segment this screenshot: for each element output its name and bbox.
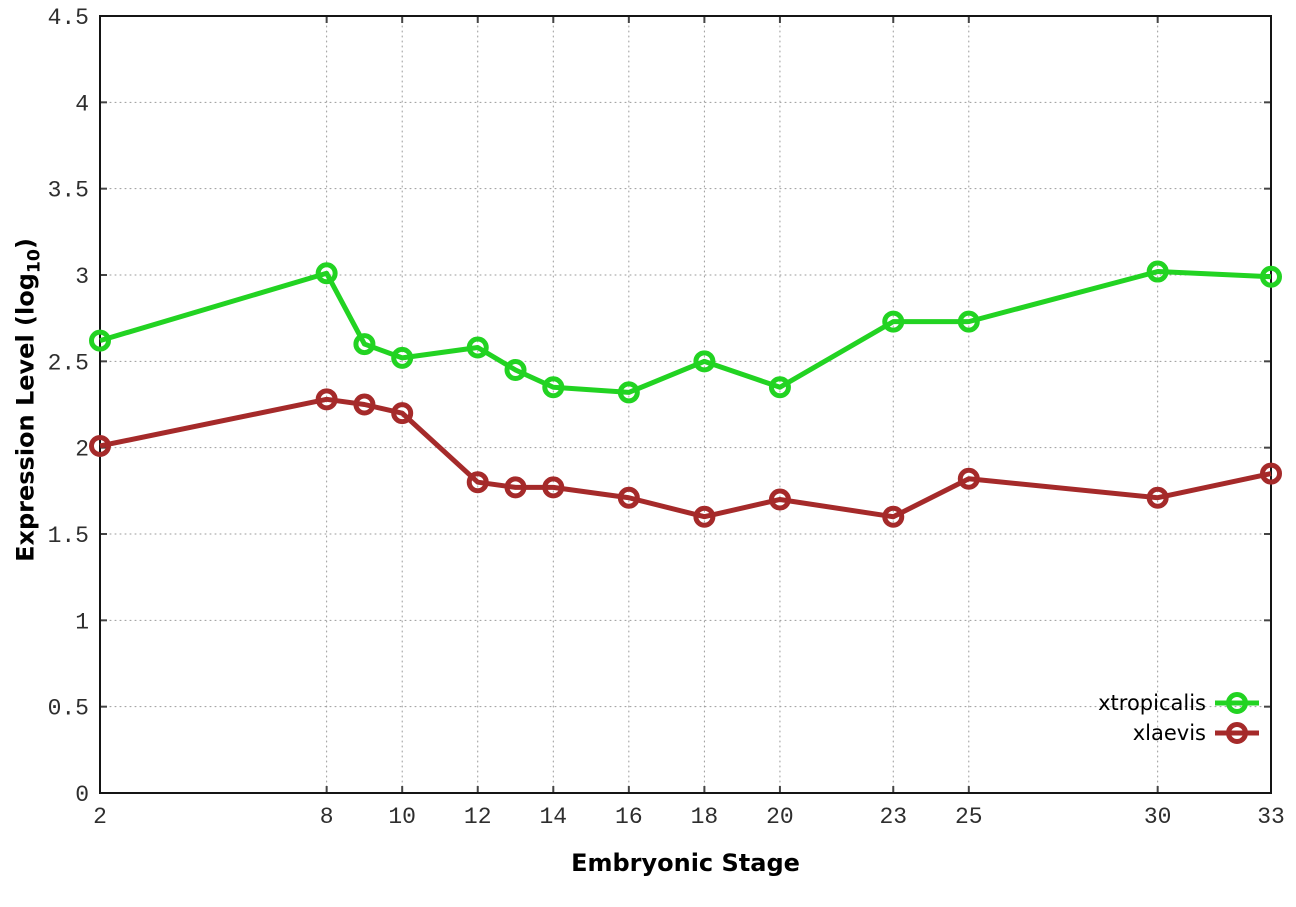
legend-item-xtropicalis: xtropicalis	[1098, 688, 1260, 718]
y-tick-label: 4	[75, 91, 89, 117]
y-tick-label: 4.5	[48, 5, 89, 31]
x-tick-label: 10	[388, 804, 416, 830]
xtropicalis-marker-stage-30	[1146, 260, 1169, 283]
xlaevis-marker-stage-16	[617, 486, 640, 509]
xtropicalis-marker-stage-10	[391, 346, 414, 369]
x-tick-label: 16	[615, 804, 643, 830]
y-tick-label: 3.5	[48, 178, 89, 204]
x-tick-label: 2	[93, 804, 107, 830]
xtropicalis-marker-stage-18	[693, 350, 716, 373]
legend-label-xlaevis: xlaevis	[1132, 721, 1206, 745]
x-tick-label: 14	[539, 804, 567, 830]
y-tick-label: 2	[75, 437, 89, 463]
xlaevis-marker-stage-25	[957, 467, 980, 490]
xlaevis-marker-stage-9	[353, 393, 376, 416]
x-tick-label: 25	[955, 804, 983, 830]
legend-label-xtropicalis: xtropicalis	[1098, 691, 1206, 715]
xtropicalis-marker-stage-2	[89, 329, 111, 352]
x-tick-label: 8	[320, 804, 334, 830]
y-tick-label: 3	[75, 264, 89, 290]
x-tick-label: 30	[1144, 804, 1172, 830]
xlaevis-marker-stage-20	[768, 488, 791, 511]
y-tick-label: 0.5	[48, 696, 89, 722]
xlaevis-marker-stage-13	[504, 476, 527, 499]
xlaevis-marker-stage-33	[1260, 462, 1282, 485]
xlaevis-marker-stage-30	[1146, 486, 1169, 509]
xtropicalis-marker-stage-33	[1260, 265, 1282, 288]
xtropicalis-marker-stage-8	[315, 262, 338, 285]
xtropicalis-open-circle-icon	[1215, 692, 1259, 714]
xtropicalis-marker-stage-16	[617, 381, 640, 404]
xtropicalis-marker-stage-13	[504, 358, 527, 381]
legend: xtropicalis xlaevis	[1098, 688, 1260, 748]
xtropicalis-marker-stage-14	[542, 376, 565, 399]
xlaevis-marker-stage-12	[466, 471, 489, 494]
xlaevis-sample-marker	[1226, 722, 1248, 744]
y-tick-label: 0	[75, 782, 89, 808]
xlaevis-marker-stage-8	[315, 388, 338, 411]
xlaevis-marker-stage-10	[391, 402, 414, 425]
y-tick-label: 1	[75, 609, 89, 635]
xlaevis-marker-stage-23	[882, 505, 905, 528]
xtropicalis-marker-stage-23	[882, 310, 905, 333]
xtropicalis-marker-stage-9	[353, 333, 376, 356]
x-tick-label: 12	[464, 804, 492, 830]
xlaevis-marker-stage-14	[542, 476, 565, 499]
xlaevis-open-circle-icon	[1215, 722, 1259, 744]
legend-item-xlaevis: xlaevis	[1133, 718, 1260, 748]
xtropicalis-marker-stage-20	[768, 376, 791, 399]
x-axis-title: Embryonic Stage	[571, 849, 800, 877]
y-axis-title-subscript: 10	[24, 249, 45, 274]
y-axis-title-text: Expression Level (log	[11, 273, 40, 562]
x-tick-label: 33	[1257, 804, 1285, 830]
xtropicalis-sample-marker	[1226, 692, 1248, 714]
xlaevis-marker-stage-2	[89, 434, 111, 457]
x-tick-label: 18	[691, 804, 719, 830]
xtropicalis-marker-stage-25	[957, 310, 980, 333]
x-tick-label: 20	[766, 804, 794, 830]
series-xtropicalis-line	[99, 269, 1272, 395]
plot-border	[99, 15, 1272, 794]
series-xlaevis-line	[99, 396, 1272, 520]
y-tick-label: 1.5	[48, 523, 89, 549]
x-tick-label: 23	[879, 804, 907, 830]
xtropicalis-marker-stage-12	[466, 336, 489, 359]
y-axis-title: Expression Level (log10)	[12, 238, 45, 562]
y-axis-title-close: )	[11, 238, 40, 250]
xlaevis-marker-stage-18	[693, 505, 716, 528]
y-tick-label: 2.5	[48, 350, 89, 376]
